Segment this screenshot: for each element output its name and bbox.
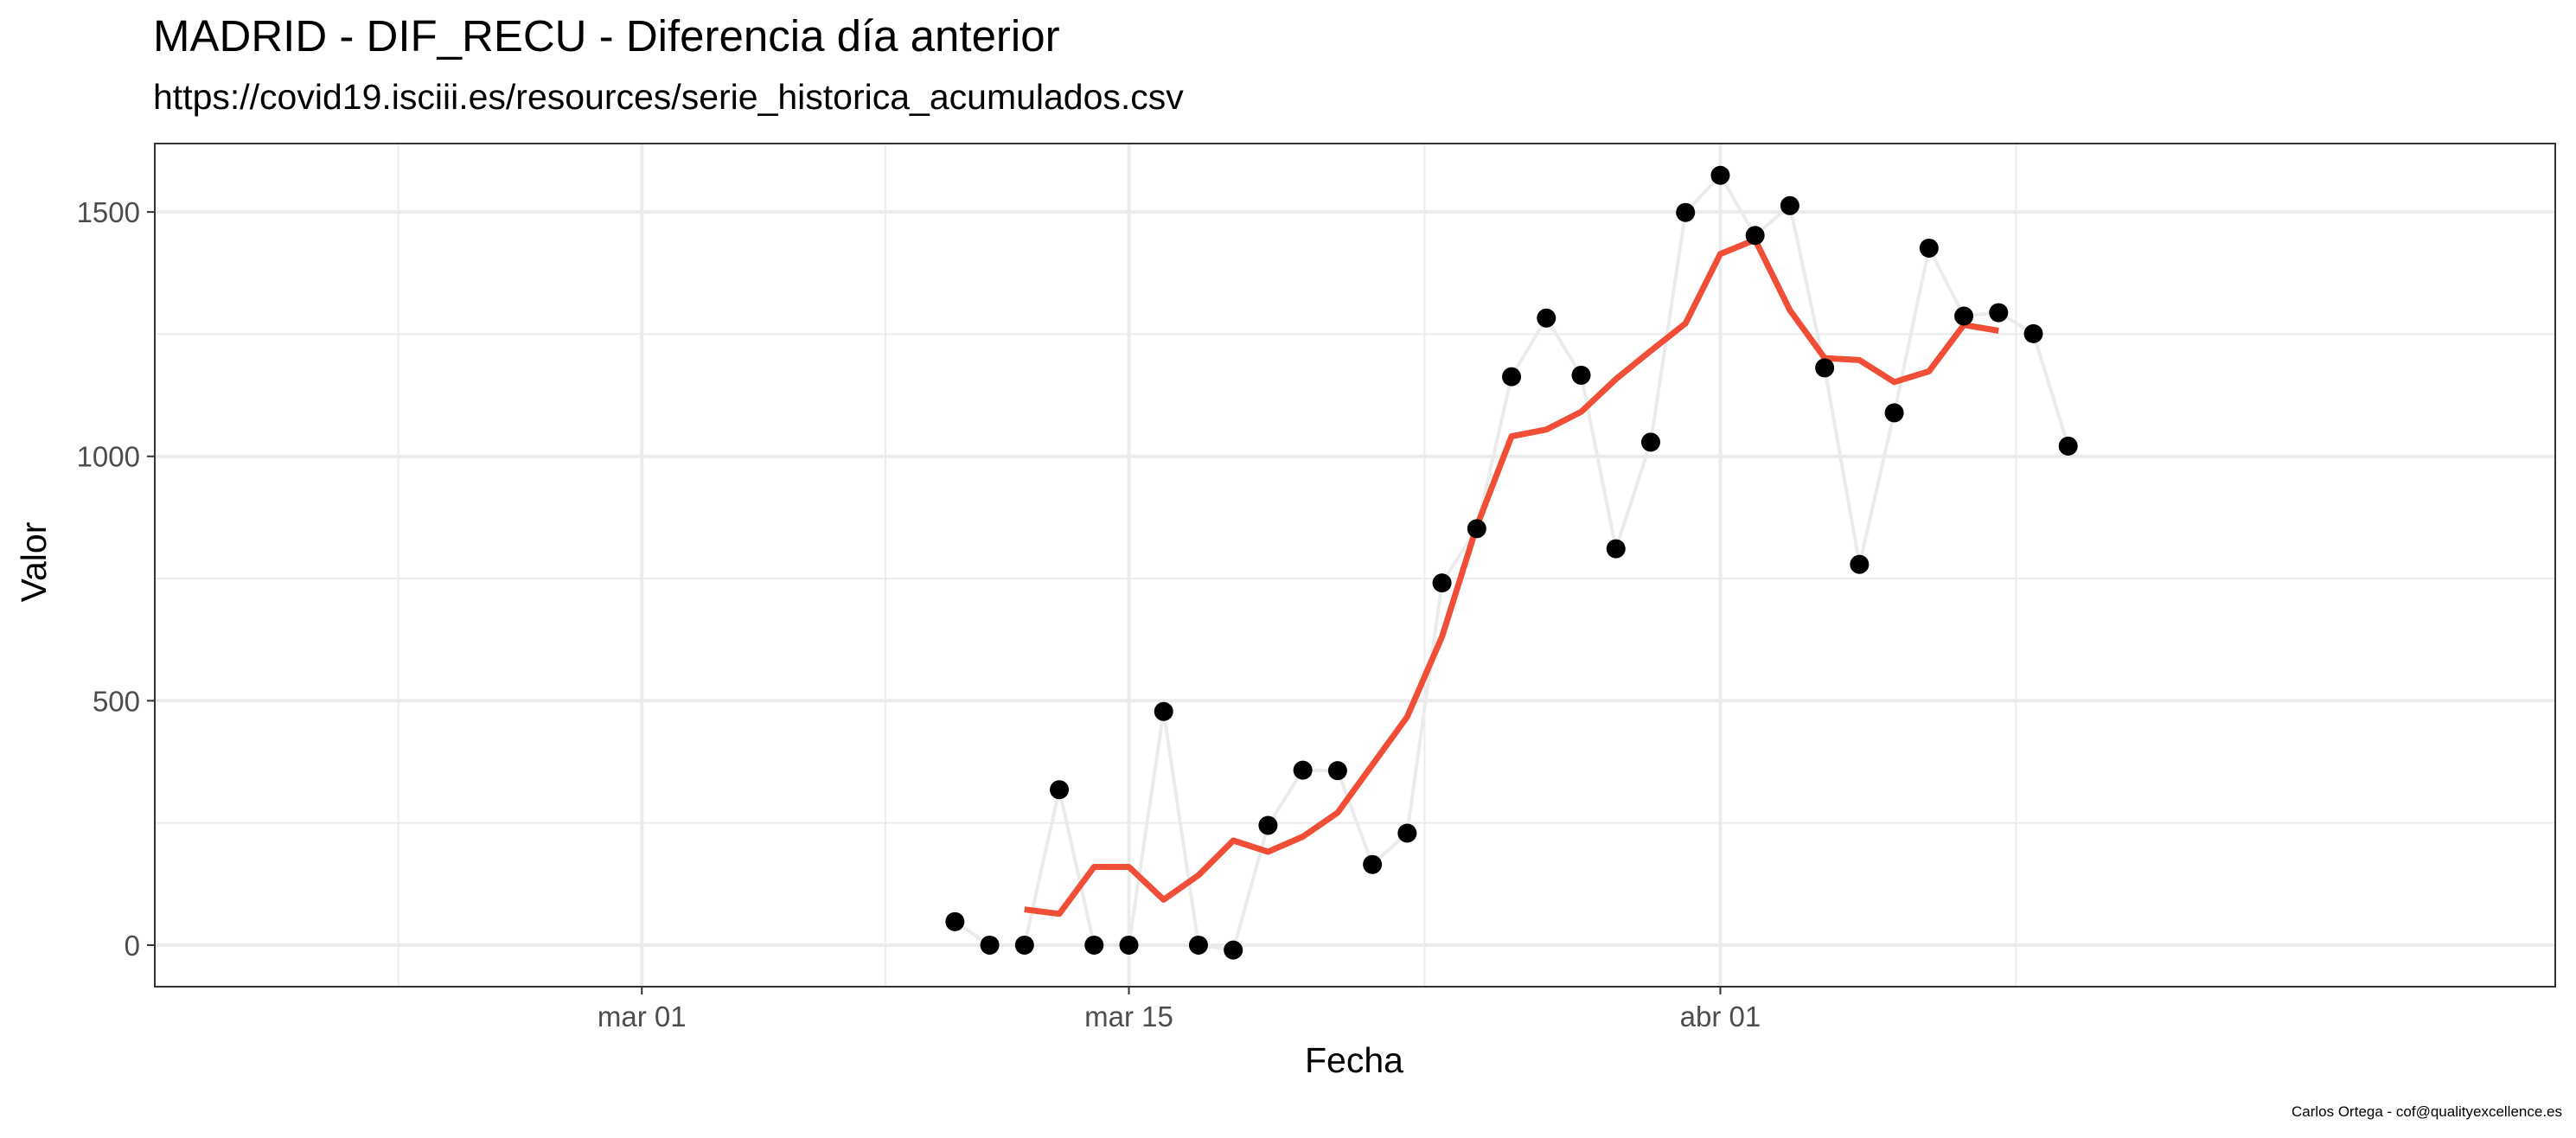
data-point <box>1815 358 1835 378</box>
observed-series-points <box>945 165 2078 960</box>
data-point <box>1919 238 1939 258</box>
data-point <box>980 935 1000 955</box>
data-point <box>1989 303 2009 323</box>
data-point <box>2023 323 2043 343</box>
chart-caption: Carlos Ortega - cof@qualityexcellence.es <box>2292 1103 2562 1120</box>
data-point <box>1502 367 1522 387</box>
panel-border <box>154 143 2556 988</box>
y-tick-label: 500 <box>93 685 140 717</box>
x-tick-label: mar 01 <box>598 1001 687 1033</box>
data-point <box>1676 202 1696 222</box>
data-point <box>1119 935 1139 955</box>
data-point <box>1537 308 1556 328</box>
y-tick-label: 1500 <box>77 196 140 228</box>
plot-area <box>155 144 2555 987</box>
grid-minor <box>155 144 2555 987</box>
grid-major <box>155 144 2555 987</box>
data-point <box>1293 760 1313 780</box>
data-point <box>1188 935 1208 955</box>
data-point <box>2058 436 2078 456</box>
data-point <box>1084 935 1104 955</box>
data-point <box>1154 701 1173 721</box>
chart-title: MADRID - DIF_RECU - Diferencia día anter… <box>153 11 1060 61</box>
data-point <box>1014 935 1034 955</box>
panel-frame <box>154 143 2556 988</box>
y-axis: 0 500 1000 1500 <box>77 196 155 962</box>
x-tick-label: mar 15 <box>1084 1001 1173 1033</box>
plot-background <box>155 144 2555 987</box>
data-point <box>1224 940 1243 960</box>
data-point <box>1640 432 1660 452</box>
data-point <box>1571 365 1591 385</box>
y-tick-label: 1000 <box>77 441 140 473</box>
data-point <box>1467 519 1486 539</box>
data-point <box>1850 554 1870 574</box>
data-point <box>1606 539 1626 559</box>
x-axis-title: Fecha <box>1305 1040 1403 1080</box>
data-point <box>1710 165 1730 185</box>
data-point <box>1327 761 1347 781</box>
data-point <box>945 911 965 931</box>
data-point <box>1397 823 1417 843</box>
data-point <box>1432 573 1452 593</box>
y-axis-title: Valor <box>14 522 54 603</box>
x-tick-label: abr 01 <box>1680 1001 1761 1033</box>
x-axis: mar 01 mar 15 abr 01 <box>598 987 1761 1033</box>
data-point <box>1050 780 1070 800</box>
data-point <box>1884 403 1904 423</box>
y-tick-label: 0 <box>125 930 140 962</box>
chart-subtitle: https://covid19.isciii.es/resources/seri… <box>153 77 1184 117</box>
data-point <box>1780 195 1799 215</box>
data-point <box>1954 306 1974 326</box>
smoothed-series-line <box>1024 236 1999 917</box>
data-point <box>1745 226 1765 246</box>
smoothed-line <box>1024 236 1999 917</box>
data-point <box>1363 854 1383 874</box>
data-point <box>1258 815 1278 835</box>
